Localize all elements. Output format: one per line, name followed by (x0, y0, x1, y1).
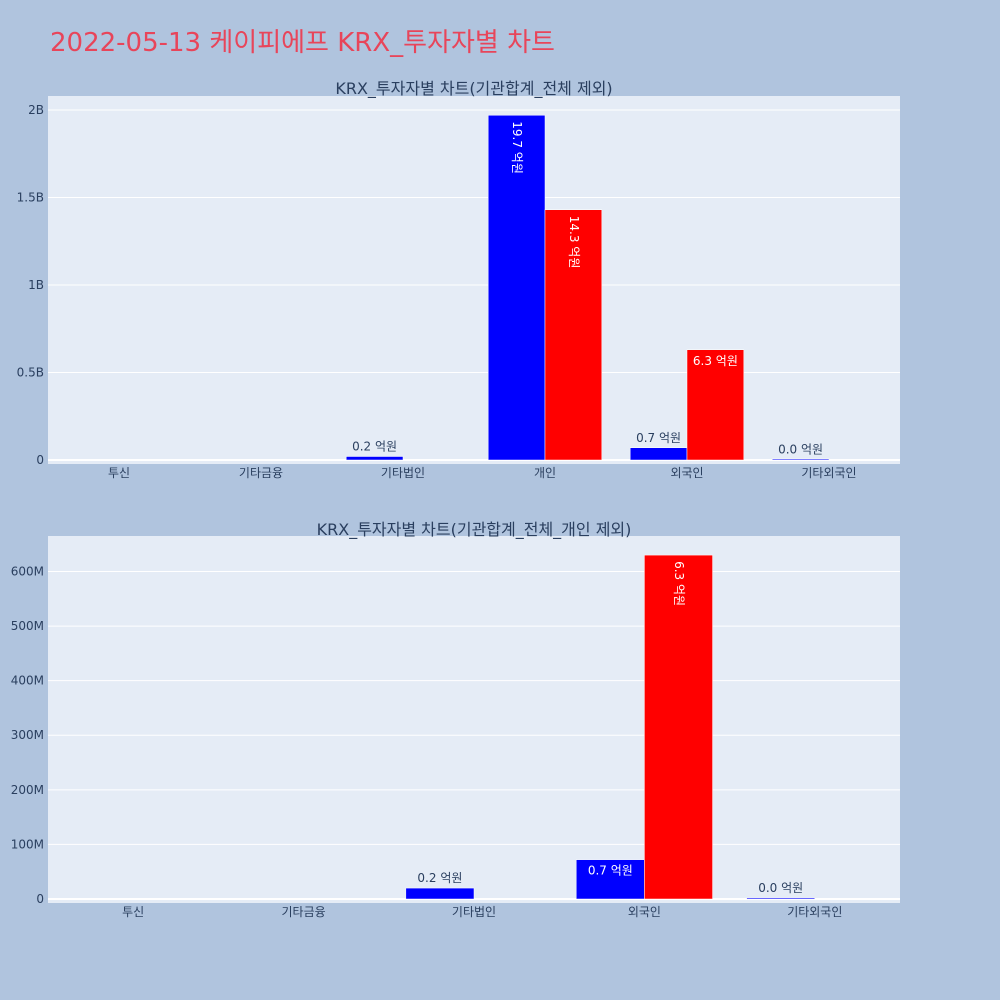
data-label: 0.0 억원 (778, 443, 823, 457)
data-label: 14.3 억원 (567, 216, 581, 269)
bar-buy (345, 456, 404, 461)
bar-buy (629, 447, 688, 461)
y-tick-label: 600M (11, 564, 44, 578)
bar-sell (686, 349, 745, 461)
data-label: 0.7 억원 (636, 431, 681, 445)
y-tick-label: 500M (11, 619, 44, 633)
chart-title: KRX_투자자별 차트(기관합계_전체 제외) (335, 79, 612, 99)
x-tick-label: 기타외국인 (787, 905, 842, 919)
y-tick-label: 100M (11, 837, 44, 851)
bar-buy (405, 887, 475, 900)
x-tick-label: 외국인 (628, 905, 661, 919)
x-tick-label: 개인 (534, 466, 556, 480)
x-tick-label: 투신 (108, 466, 130, 480)
bar-buy (575, 859, 645, 900)
data-label: 19.7 억원 (510, 121, 524, 174)
y-tick-label: 1.5B (17, 191, 44, 205)
x-tick-label: 기타금융 (239, 466, 283, 480)
y-tick-label: 0 (36, 892, 44, 906)
x-tick-label: 기타금융 (282, 905, 326, 919)
y-tick-label: 300M (11, 728, 44, 742)
data-label: 0.7 억원 (588, 864, 633, 878)
y-tick-label: 0.5B (17, 366, 44, 380)
bar-buy (746, 897, 816, 900)
chart-2: 0 100M 200M 300M 400M 500M 600M KRX_투자자별 차트(기관합… (11, 520, 900, 919)
y-tick-label: 200M (11, 783, 44, 797)
data-label: 0.2 억원 (352, 440, 397, 454)
page-title: 2022-05-13 케이피에프 KRX_투자자별 차트 (50, 28, 555, 58)
y-tick-label: 2B (28, 103, 44, 117)
y-tick-label: 0 (36, 453, 44, 467)
x-tick-label: 외국인 (670, 466, 703, 480)
chart-title: KRX_투자자별 차트(기관합계_전체_개인 제외) (317, 520, 632, 540)
data-label: 6.3 억원 (693, 354, 738, 368)
x-tick-label: 투신 (122, 905, 144, 919)
plot-background (48, 536, 900, 903)
data-label: 0.0 억원 (758, 881, 803, 895)
plot-background (48, 96, 900, 464)
bar-sell (544, 209, 603, 461)
x-tick-label: 기타외국인 (801, 466, 856, 480)
bar-sell (644, 554, 713, 900)
y-tick-label: 1B (28, 278, 44, 292)
y-tick-label: 400M (11, 674, 44, 688)
x-tick-label: 기타법인 (452, 905, 496, 919)
bar-buy (487, 115, 546, 461)
data-label: 0.2 억원 (417, 871, 462, 885)
bar-buy (771, 458, 830, 461)
chart-1: 0 0.5B 1B 1.5B 2B KRX_투자자별 차트(기관합계_전체 제외) 투신 기타… (17, 79, 900, 480)
x-tick-label: 기타법인 (381, 466, 425, 480)
data-label: 6.3 억원 (672, 561, 686, 606)
